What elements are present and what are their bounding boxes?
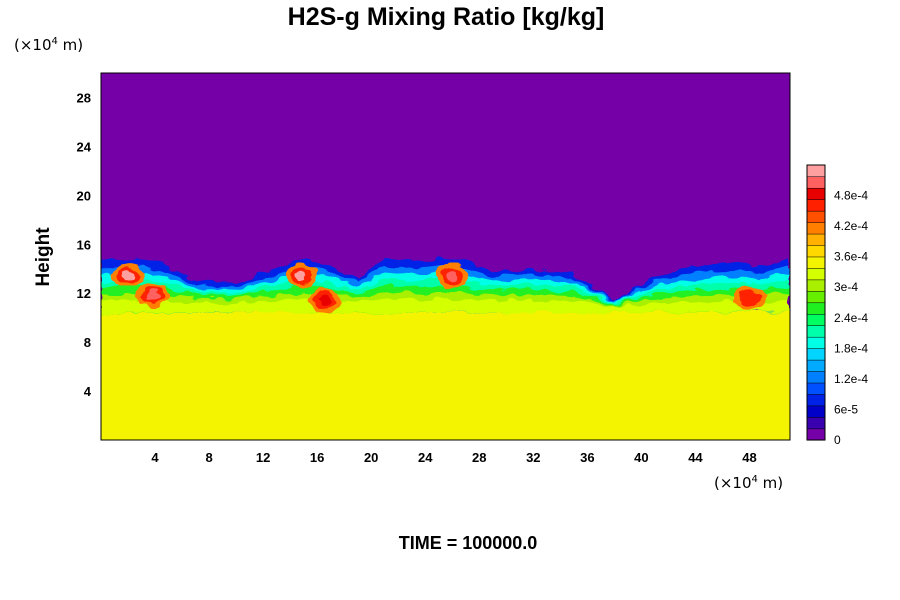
y-tick-label: 28 xyxy=(77,90,91,105)
maximum-contour xyxy=(446,271,459,282)
y-unit-suffix: m) xyxy=(58,36,83,54)
y-tick-label: 8 xyxy=(84,335,91,350)
x-tick-label: 12 xyxy=(256,450,270,465)
colorbar-swatch xyxy=(806,199,826,212)
x-unit-suffix: m) xyxy=(758,474,783,492)
colorbar-tick-label: 6e-5 xyxy=(834,402,858,416)
maximum-contour xyxy=(317,295,330,306)
y-tick-label: 4 xyxy=(84,384,92,399)
colorbar-tick-label: 3e-4 xyxy=(834,280,858,294)
colorbar-swatch xyxy=(806,382,826,395)
maximum-contour xyxy=(743,293,756,304)
colorbar-tick-label: 2.4e-4 xyxy=(834,311,868,325)
colorbar-swatch xyxy=(806,325,826,338)
plot-frame xyxy=(100,72,791,441)
local-maximum xyxy=(284,264,317,289)
colorbar-swatch xyxy=(806,290,826,304)
x-tick-label: 4 xyxy=(151,450,159,465)
y-tick-label: 24 xyxy=(77,139,92,154)
maximum-contour xyxy=(294,271,307,282)
colorbar-tick-label: 4.2e-4 xyxy=(834,219,868,233)
x-tick-label: 24 xyxy=(418,450,433,465)
colorbar-swatch xyxy=(806,187,826,200)
field-lower-region xyxy=(101,306,790,440)
y-unit-prefix: (×10 xyxy=(14,36,52,54)
x-tick-label: 44 xyxy=(688,450,703,465)
y-tick-label: 12 xyxy=(77,286,91,301)
colorbar: 0 6e-5 1.2e-4 1.8e-4 2.4e-4 3e-4 3.6e-4 4.2e-4 4… xyxy=(806,164,868,447)
time-label: TIME = 100000.0 xyxy=(399,533,538,553)
x-tick-label: 32 xyxy=(526,450,540,465)
y-unit-label: (×104 m) xyxy=(14,36,83,54)
x-tick-label: 8 xyxy=(205,450,212,465)
x-tick-label: 36 xyxy=(580,450,594,465)
contour-band xyxy=(101,298,790,313)
local-maximum xyxy=(112,264,145,289)
colorbar-swatch xyxy=(806,279,826,292)
colorbar-swatch xyxy=(806,336,826,349)
y-unit-exp: 4 xyxy=(52,36,58,47)
colorbar-swatch xyxy=(806,164,826,178)
colorbar-swatch xyxy=(806,267,826,281)
colorbar-swatch xyxy=(806,176,826,189)
mixing-layer xyxy=(101,258,790,313)
local-maximum xyxy=(733,286,766,311)
y-axis-title: Height xyxy=(33,227,54,287)
colorbar-tick-label: 4.8e-4 xyxy=(834,189,868,203)
colorbar-swatch xyxy=(806,405,826,418)
colorbar-swatch xyxy=(806,393,826,407)
heatmap-plot-area xyxy=(100,72,791,441)
local-maximum xyxy=(436,264,469,289)
colorbar-swatch xyxy=(806,233,826,246)
colorbar-swatch xyxy=(806,256,826,269)
local-maximum xyxy=(307,288,340,313)
x-tick-label: 16 xyxy=(310,450,324,465)
colorbar-tick-label: 0 xyxy=(834,433,841,447)
maximum-contour xyxy=(122,271,135,282)
x-unit-prefix: (×10 xyxy=(714,474,752,492)
colorbar-swatch xyxy=(806,359,826,372)
colorbar-swatch xyxy=(806,428,826,441)
chart-title: H2S-g Mixing Ratio [kg/kg] xyxy=(288,3,605,31)
colorbar-tick-label: 1.8e-4 xyxy=(834,341,868,355)
x-tick-label: 28 xyxy=(472,450,486,465)
colorbar-swatch xyxy=(806,244,826,258)
local-maximum xyxy=(136,283,169,308)
colorbar-swatch xyxy=(806,416,826,430)
colorbar-swatch xyxy=(806,313,826,326)
colorbar-swatch xyxy=(806,348,826,361)
x-tick-label: 48 xyxy=(742,450,756,465)
x-tick-label: 20 xyxy=(364,450,378,465)
y-tick-label: 20 xyxy=(77,188,91,203)
maximum-contour xyxy=(146,290,159,301)
colorbar-swatch xyxy=(806,302,826,315)
colorbar-frame xyxy=(806,164,826,441)
x-unit-label: (×104 m) xyxy=(714,474,783,492)
y-axis-ticks: 4 8 12 16 20 24 28 xyxy=(77,90,92,399)
colorbar-swatch xyxy=(806,371,826,384)
colorbar-swatch xyxy=(806,210,826,223)
x-tick-label: 40 xyxy=(634,450,648,465)
colorbar-tick-label: 1.2e-4 xyxy=(834,372,868,386)
colorbar-swatch xyxy=(806,222,826,235)
x-unit-exp: 4 xyxy=(752,474,758,485)
colorbar-tick-label: 3.6e-4 xyxy=(834,250,868,264)
y-tick-label: 16 xyxy=(77,237,91,252)
x-axis-ticks: 4 8 12 16 20 24 28 32 36 40 44 48 xyxy=(151,450,756,465)
